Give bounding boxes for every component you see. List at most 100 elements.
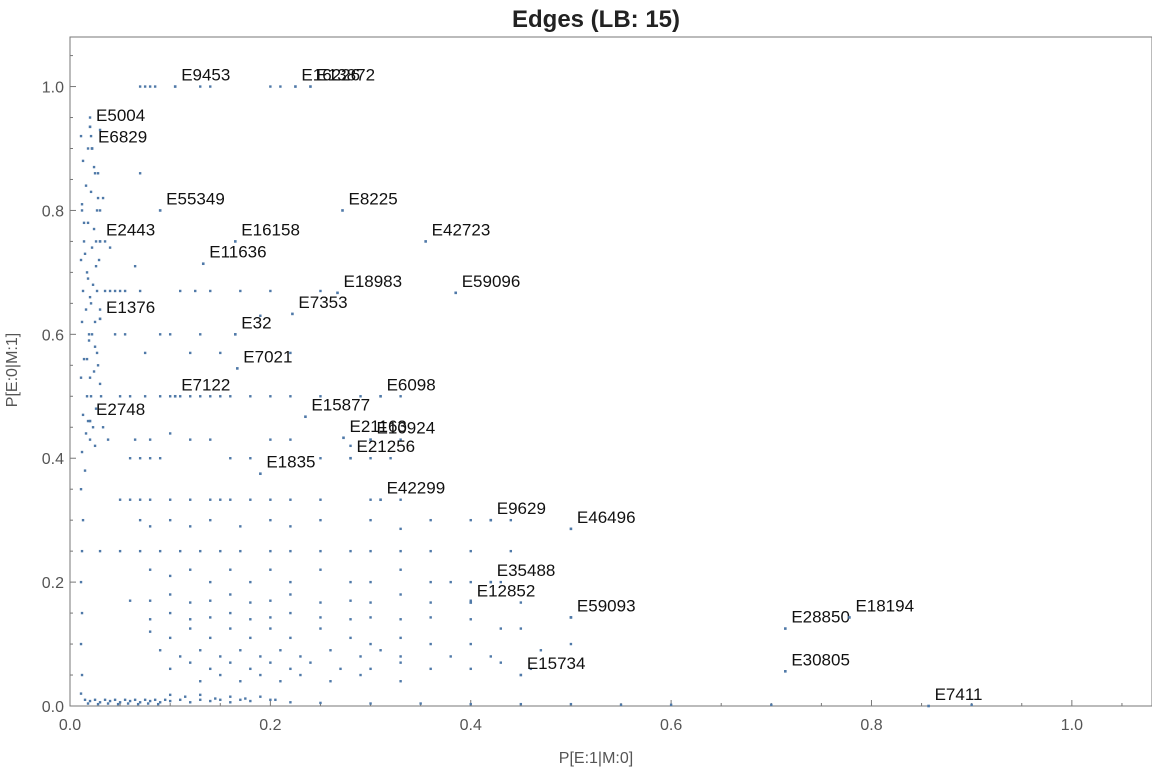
data-point (229, 395, 232, 398)
data-point (249, 580, 252, 584)
y-tick-label: 0.8 (42, 203, 64, 220)
data-point (84, 308, 88, 311)
data-point (98, 701, 102, 704)
data-point (214, 697, 217, 700)
annotated-point (848, 616, 851, 619)
data-point (128, 457, 132, 460)
data-point (199, 680, 202, 683)
data-point (113, 698, 117, 702)
data-point (103, 289, 107, 293)
data-point (469, 518, 472, 522)
data-point (153, 85, 157, 88)
data-point (369, 549, 372, 553)
data-point (89, 134, 93, 138)
point-label: E7353 (298, 293, 347, 312)
data-point (274, 698, 277, 702)
annotated-point (336, 291, 339, 295)
data-point (118, 498, 122, 501)
data-point (319, 289, 322, 293)
point-label: E21163 (350, 417, 407, 436)
data-point (81, 159, 85, 163)
data-point (88, 295, 92, 299)
data-point (93, 345, 97, 348)
point-label: E18194 (855, 596, 914, 615)
data-point (289, 395, 292, 398)
data-point (269, 438, 272, 441)
x-axis-label: P[E:1|M:0] (559, 750, 633, 767)
annotated-point (291, 312, 294, 316)
data-point (103, 240, 107, 243)
data-point (469, 549, 472, 553)
data-point (429, 580, 432, 584)
annotated-point (294, 85, 297, 88)
point-label: E55349 (166, 189, 225, 208)
data-point (249, 636, 252, 640)
data-point (81, 289, 85, 293)
point-label: E15877 (311, 396, 370, 415)
point-label: E32 (241, 313, 271, 332)
point-label: E5004 (96, 106, 145, 125)
annotated-point (369, 438, 372, 441)
point-label: E12852 (477, 582, 536, 601)
data-point (229, 568, 232, 571)
data-point (529, 667, 533, 671)
data-point (319, 601, 322, 604)
data-point (259, 673, 262, 677)
data-point (179, 655, 182, 658)
data-point (189, 601, 192, 604)
data-point (279, 85, 282, 88)
annotated-point (784, 627, 787, 630)
data-point (189, 438, 192, 441)
annotated-point (349, 456, 352, 460)
y-tick-label: 0.6 (42, 327, 64, 344)
data-point (82, 240, 86, 243)
point-label: E28850 (791, 608, 850, 627)
annotated-point (234, 240, 237, 243)
data-point (94, 264, 98, 268)
data-point (179, 549, 182, 553)
data-point (349, 444, 352, 448)
data-point (92, 227, 96, 231)
data-point (85, 357, 89, 361)
data-point (429, 616, 432, 619)
data-point (108, 246, 112, 249)
annotated-point (88, 125, 92, 129)
point-label: E7122 (181, 375, 230, 394)
data-point (148, 699, 152, 703)
data-point (158, 395, 162, 398)
data-point (148, 457, 152, 460)
data-point (189, 351, 192, 355)
annotated-point (259, 472, 262, 476)
data-point (770, 703, 773, 706)
data-point (168, 574, 172, 578)
data-point (116, 702, 120, 706)
data-point (509, 549, 513, 553)
point-label: E9453 (181, 66, 230, 85)
data-point (138, 289, 142, 293)
point-label: E7021 (243, 347, 292, 366)
data-point (123, 698, 127, 702)
data-point (80, 209, 84, 212)
point-label: E16158 (241, 220, 300, 239)
data-point (269, 549, 272, 553)
data-point (148, 85, 152, 88)
data-point (429, 601, 432, 604)
annotated-point (341, 209, 344, 212)
data-point (399, 655, 402, 658)
data-point (209, 289, 212, 293)
data-point (79, 258, 83, 262)
annotated-point (784, 670, 787, 673)
data-point (143, 698, 147, 702)
data-point (168, 498, 172, 501)
data-point (619, 703, 623, 706)
data-point (209, 85, 212, 88)
data-point (79, 487, 83, 491)
data-point (369, 601, 372, 604)
data-point (209, 498, 212, 501)
data-point (85, 271, 89, 274)
data-point (249, 395, 252, 398)
data-point (199, 549, 202, 553)
data-point (259, 695, 262, 698)
annotated-point (569, 527, 573, 531)
data-point (219, 655, 222, 658)
